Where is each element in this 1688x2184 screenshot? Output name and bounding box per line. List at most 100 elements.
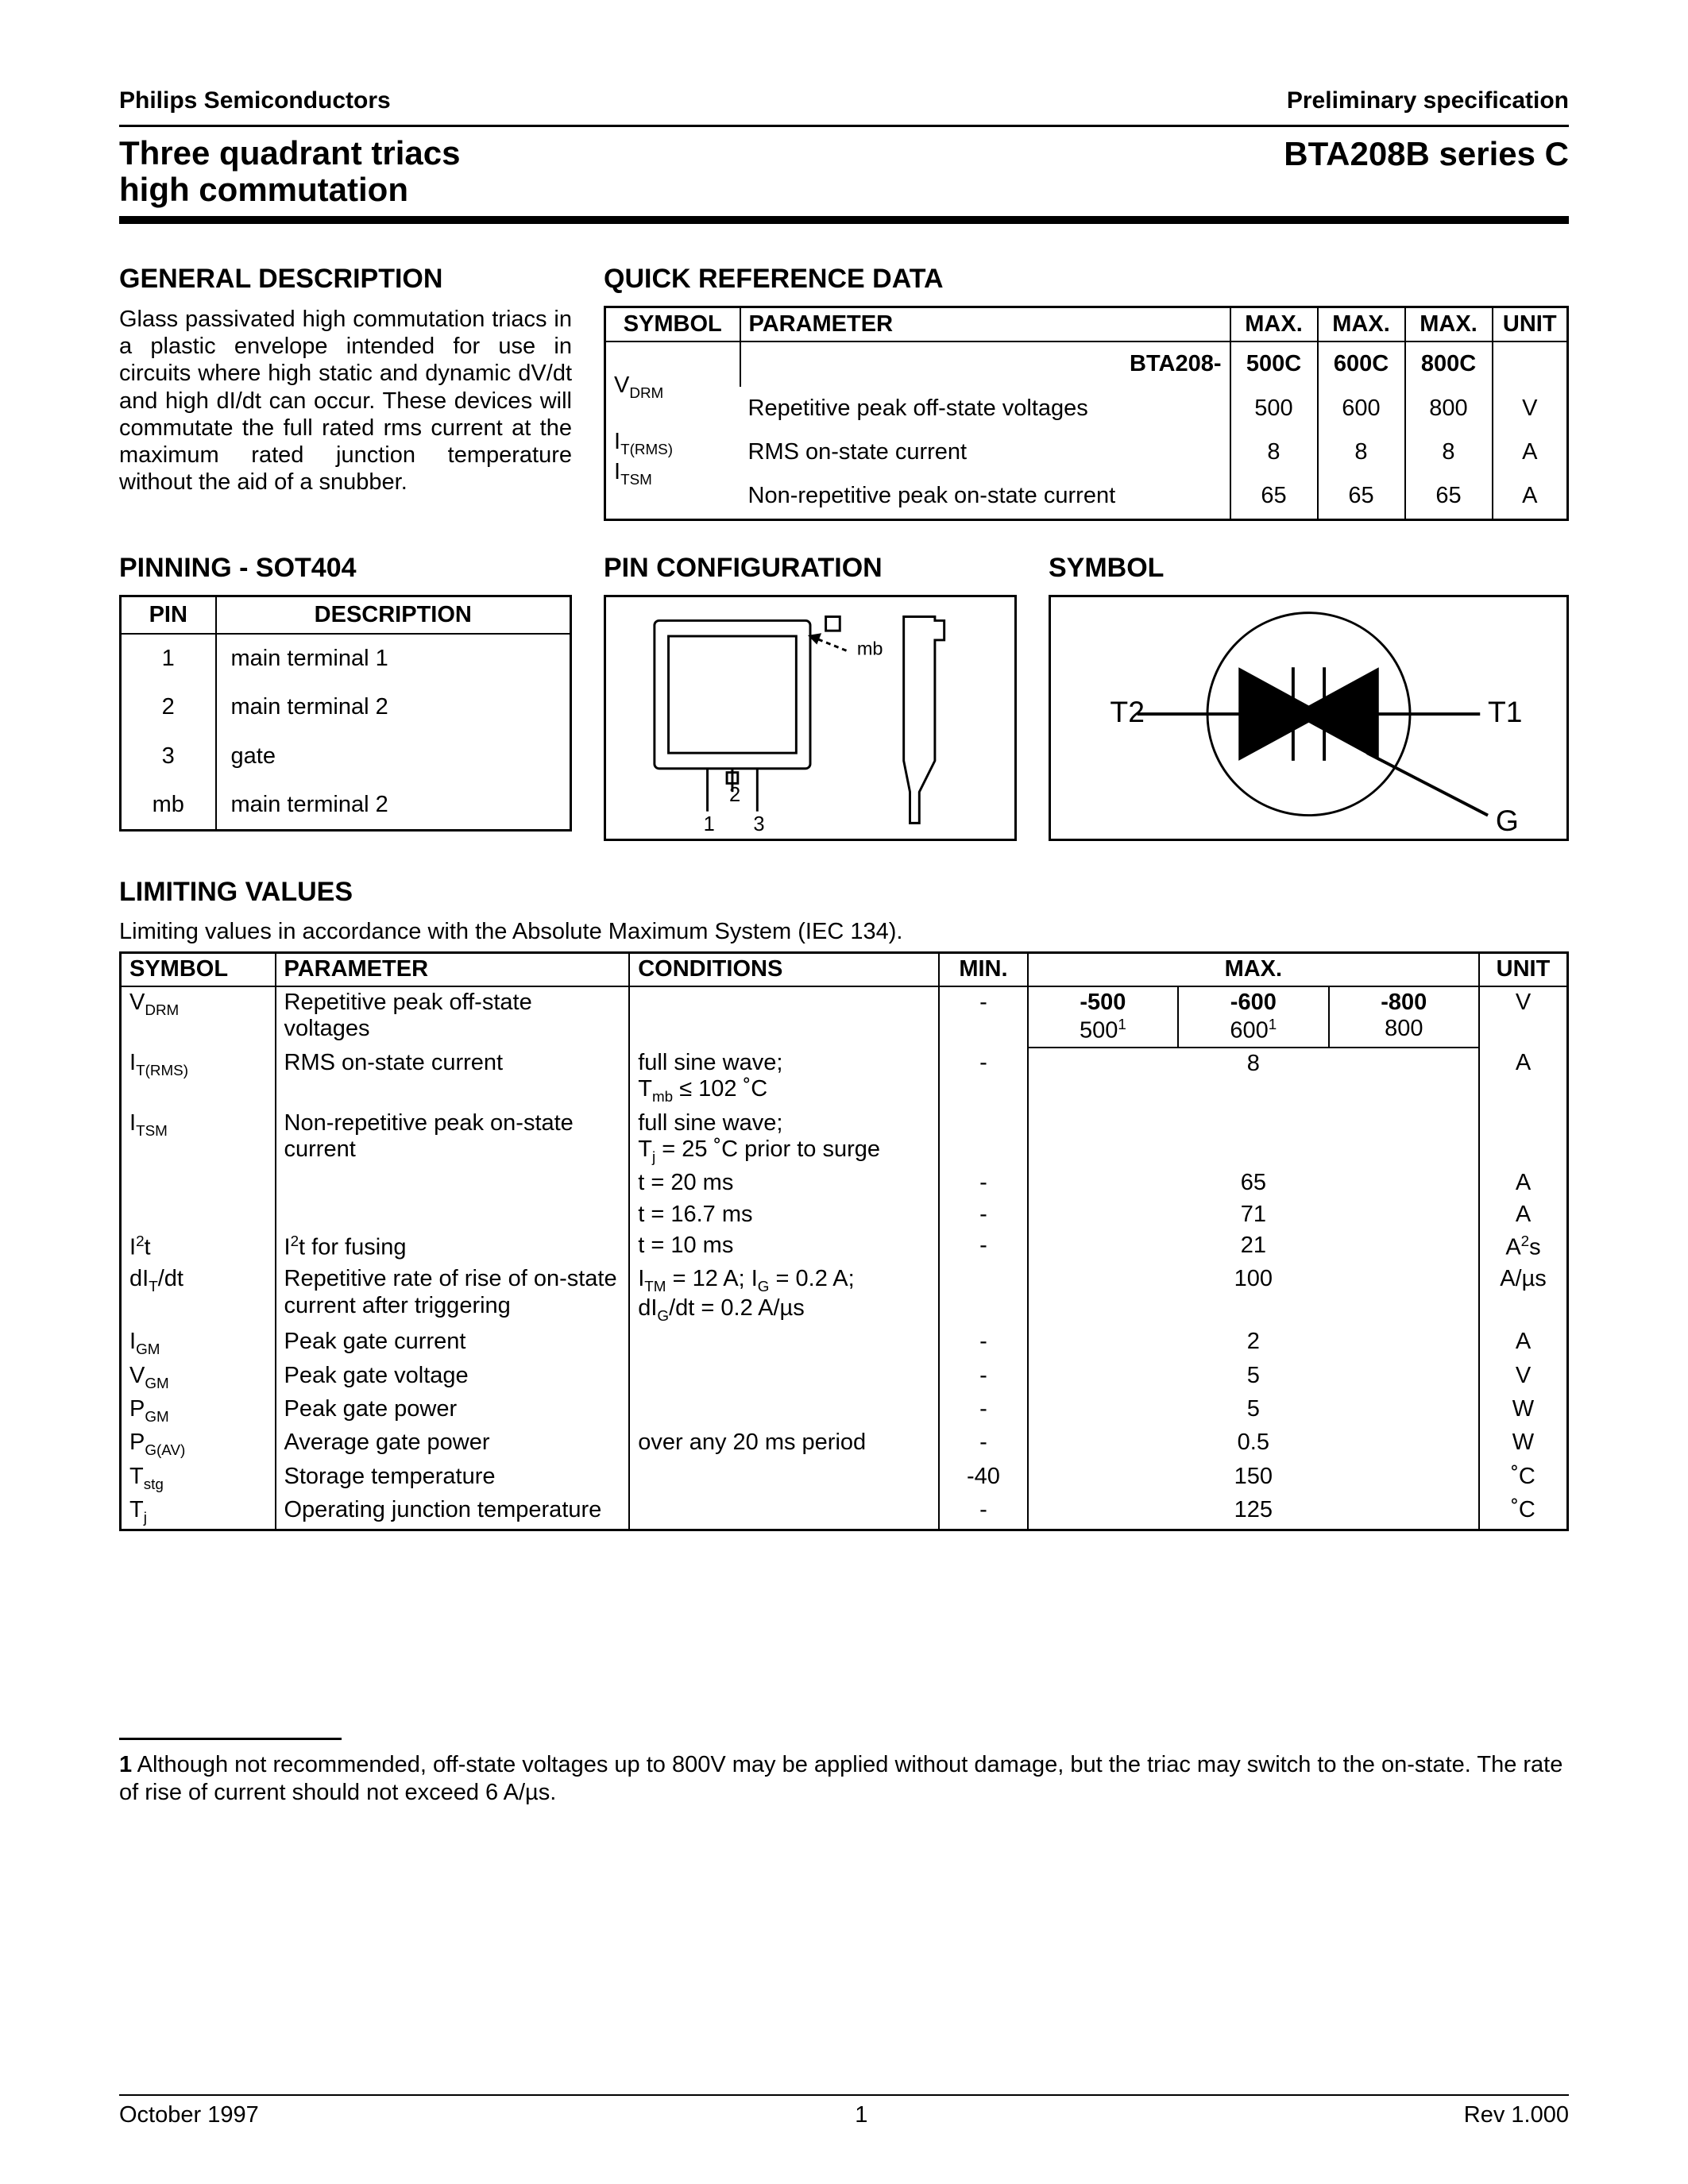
lim-cond: [629, 1360, 939, 1394]
lim-min: -: [939, 1394, 1027, 1427]
pin-num: 2: [121, 683, 216, 731]
qr-unit: V: [1493, 387, 1568, 430]
lim-param: Repetitive peak off-state voltages: [276, 986, 630, 1048]
qr-val: 500: [1230, 387, 1318, 430]
pin-row: 3 gate: [121, 732, 571, 781]
pin-col-pin: PIN: [121, 596, 216, 634]
title-line1: Three quadrant triacs: [119, 135, 460, 172]
lim-param: Peak gate voltage: [276, 1360, 630, 1394]
lim-col-par: PARAMETER: [276, 953, 630, 986]
pin-row: 1 main terminal 1: [121, 634, 571, 683]
pin-row: 2 main terminal 2: [121, 683, 571, 731]
pin-desc: gate: [216, 732, 571, 781]
page-header: Philips Semiconductors Preliminary speci…: [119, 87, 1569, 115]
lim-cond: [629, 1495, 939, 1530]
lim-min: -: [939, 1360, 1027, 1394]
lim-max: 71: [1028, 1199, 1479, 1230]
qr-val: 8: [1405, 430, 1493, 474]
quickref-col: QUICK REFERENCE DATA SYMBOL PARAMETER MA…: [604, 264, 1569, 521]
lim-param: Operating junction temperature: [276, 1495, 630, 1530]
qr-val: 65: [1405, 474, 1493, 519]
pinconfig-mb-label: mb: [857, 638, 883, 658]
pinconfig-pin3: 3: [753, 813, 764, 835]
lim-row: TstgStorage temperature-40150˚C: [121, 1461, 1568, 1495]
limiting-section: LIMITING VALUES Limiting values in accor…: [119, 877, 1569, 1531]
lim-cond: full sine wave;Tmb ≤ 102 ˚C: [629, 1048, 939, 1108]
qr-col-symbol: SYMBOL: [605, 307, 740, 341]
lim-row: dIT/dtRepetitive rate of rise of on-stat…: [121, 1264, 1568, 1326]
mid-row: PINNING - SOT404 PIN DESCRIPTION 1 main …: [119, 553, 1569, 841]
product-title: Three quadrant triacs high commutation: [119, 135, 460, 208]
lim-max: 150: [1028, 1461, 1479, 1495]
lim-row: PG(AV)Average gate powerover any 20 ms p…: [121, 1427, 1568, 1461]
lim-unit: W: [1479, 1427, 1568, 1461]
lim-param: Storage temperature: [276, 1461, 630, 1495]
symbol-g: G: [1496, 804, 1519, 837]
lim-cond: [629, 1394, 939, 1427]
lim-param: I2t for fusing: [276, 1230, 630, 1264]
lim-min: -: [939, 986, 1027, 1048]
pinning-heading: PINNING - SOT404: [119, 553, 572, 584]
lim-row: TjOperating junction temperature-125˚C: [121, 1495, 1568, 1530]
lim-row: VGMPeak gate voltage-5V: [121, 1360, 1568, 1394]
limiting-sub: Limiting values in accordance with the A…: [119, 919, 1569, 945]
footer-rule: [119, 2094, 1569, 2096]
lim-unit: V: [1479, 1360, 1568, 1394]
lim-unit: A: [1479, 1199, 1568, 1230]
lim-col-cond: CONDITIONS: [629, 953, 939, 986]
qr-unit: A: [1493, 430, 1568, 474]
lim-sym: Tstg: [121, 1461, 276, 1495]
footer-right: Rev 1.000: [1464, 2102, 1569, 2128]
qr-col-param: PARAMETER: [740, 307, 1230, 341]
qr-sym: ITSM: [614, 459, 732, 488]
qr-param: RMS on-state current: [740, 430, 1230, 474]
header-rule-thick: [119, 216, 1569, 224]
lim-max-variant: -5005001: [1028, 986, 1178, 1048]
limiting-table: SYMBOL PARAMETER CONDITIONS MIN. MAX. UN…: [119, 951, 1569, 1531]
lim-unit: A: [1479, 1167, 1568, 1198]
lim-row: ITSMNon-repetitive peak on-state current…: [121, 1108, 1568, 1168]
lim-cond: [629, 1461, 939, 1495]
footer-center: 1: [855, 2102, 867, 2128]
lim-max: 0.5: [1028, 1427, 1479, 1461]
lim-max: 21: [1028, 1230, 1479, 1264]
symbol-svg: T2 T1 G: [1051, 597, 1566, 839]
qr-val: 8: [1230, 430, 1318, 474]
pin-num: 3: [121, 732, 216, 781]
lim-row: IGMPeak gate current-2A: [121, 1326, 1568, 1360]
symbol-col: SYMBOL T2 T1 G: [1049, 553, 1569, 841]
lim-sym: PGM: [121, 1394, 276, 1427]
lim-unit: [1479, 1108, 1568, 1168]
lim-row: t = 16.7 ms-71A: [121, 1199, 1568, 1230]
lim-sym: ITSM: [121, 1108, 276, 1168]
lim-param: Peak gate power: [276, 1394, 630, 1427]
header-right: Preliminary specification: [1287, 87, 1569, 115]
limiting-heading: LIMITING VALUES: [119, 877, 1569, 908]
lim-row: IT(RMS)RMS on-state currentfull sine wav…: [121, 1048, 1568, 1108]
header-rule-thin: [119, 125, 1569, 127]
lim-min: -: [939, 1167, 1027, 1198]
qr-col-unit: UNIT: [1493, 307, 1568, 341]
lim-param: RMS on-state current: [276, 1048, 630, 1108]
lim-row: PGMPeak gate power-5W: [121, 1394, 1568, 1427]
qr-sym: IT(RMS): [614, 429, 732, 457]
quickref-table: SYMBOL PARAMETER MAX. MAX. MAX. UNIT VDR…: [604, 306, 1569, 521]
lim-cond: t = 16.7 ms: [629, 1199, 939, 1230]
lim-sym: IGM: [121, 1326, 276, 1360]
quickref-header-row: SYMBOL PARAMETER MAX. MAX. MAX. UNIT: [605, 307, 1568, 341]
qr-variant: 800C: [1405, 341, 1493, 386]
lim-cond: [629, 986, 939, 1048]
lim-param: [276, 1167, 630, 1198]
footnote-rule: [119, 1738, 342, 1740]
footnote-body: Although not recommended, off-state volt…: [119, 1752, 1562, 1805]
top-columns: GENERAL DESCRIPTION Glass passivated hig…: [119, 264, 1569, 521]
lim-sym: PG(AV): [121, 1427, 276, 1461]
lim-col-min: MIN.: [939, 953, 1027, 986]
general-text: Glass passivated high commutation triacs…: [119, 306, 572, 496]
lim-sym: I2t: [121, 1230, 276, 1264]
lim-cond: over any 20 ms period: [629, 1427, 939, 1461]
lim-unit: W: [1479, 1394, 1568, 1427]
lim-cond: full sine wave;Tj = 25 ˚C prior to surge: [629, 1108, 939, 1168]
lim-max: [1028, 1108, 1479, 1168]
general-description-col: GENERAL DESCRIPTION Glass passivated hig…: [119, 264, 572, 521]
